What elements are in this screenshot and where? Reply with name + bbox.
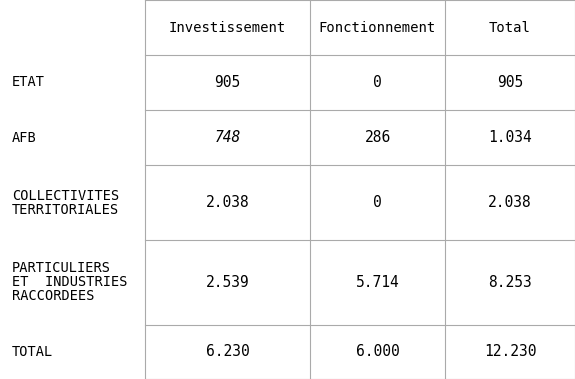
Text: 12.230: 12.230 xyxy=(484,345,536,360)
Text: Fonctionnement: Fonctionnement xyxy=(319,20,436,34)
Text: 2.038: 2.038 xyxy=(488,195,532,210)
Text: TOTAL: TOTAL xyxy=(12,345,53,359)
Text: 2.038: 2.038 xyxy=(206,195,250,210)
Text: AFB: AFB xyxy=(12,130,37,144)
Text: ETAT: ETAT xyxy=(12,75,45,89)
Text: 5.714: 5.714 xyxy=(355,275,400,290)
Text: RACCORDEES: RACCORDEES xyxy=(12,290,94,304)
Text: Investissement: Investissement xyxy=(169,20,286,34)
Text: 0: 0 xyxy=(373,195,382,210)
Text: 286: 286 xyxy=(365,130,390,145)
Text: 8.253: 8.253 xyxy=(488,275,532,290)
Text: PARTICULIERS: PARTICULIERS xyxy=(12,262,111,276)
Text: 0: 0 xyxy=(373,75,382,90)
Text: COLLECTIVITES: COLLECTIVITES xyxy=(12,188,119,202)
Text: TERRITORIALES: TERRITORIALES xyxy=(12,202,119,216)
Text: ET  INDUSTRIES: ET INDUSTRIES xyxy=(12,276,128,290)
Text: 905: 905 xyxy=(214,75,240,90)
Text: 748: 748 xyxy=(214,130,240,145)
Text: 905: 905 xyxy=(497,75,523,90)
Text: 6.230: 6.230 xyxy=(206,345,250,360)
Text: 6.000: 6.000 xyxy=(355,345,400,360)
Text: 1.034: 1.034 xyxy=(488,130,532,145)
Text: Total: Total xyxy=(489,20,531,34)
Text: 2.539: 2.539 xyxy=(206,275,250,290)
